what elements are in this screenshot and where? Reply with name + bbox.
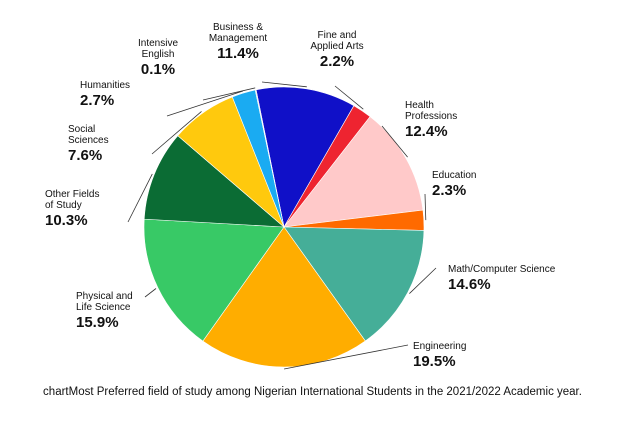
- slice-label-value: 15.9%: [76, 314, 119, 331]
- slice-label-name: Humanities: [80, 80, 130, 91]
- slice-label-name: Life Science: [76, 302, 131, 313]
- slice-label-value: 12.4%: [405, 123, 448, 140]
- slice-label-name: Math/Computer Science: [448, 264, 556, 275]
- slice-label-value: 7.6%: [68, 147, 102, 164]
- slice-label-name: Management: [209, 33, 268, 44]
- leader-line: [127, 173, 153, 223]
- leader-line: [166, 90, 244, 117]
- slice-label-name: Professions: [405, 111, 457, 122]
- pie-slice: [283, 226, 425, 342]
- slice-label-name: Other Fields: [45, 189, 99, 200]
- leader-line: [261, 81, 307, 88]
- slice-label-name: Business &: [213, 22, 263, 33]
- slice-label-name: of Study: [45, 200, 82, 211]
- pie-slice: [143, 218, 285, 342]
- slice-label-value: 14.6%: [448, 276, 491, 293]
- slice-label-value: 0.1%: [141, 61, 175, 78]
- leader-line: [334, 85, 364, 110]
- slice-label-name: Health: [405, 100, 434, 111]
- pie-slice: [202, 226, 366, 368]
- leader-line: [381, 125, 408, 158]
- slice-label-name: Applied Arts: [310, 41, 363, 52]
- slice-label-value: 2.7%: [80, 92, 114, 109]
- slice-label-name: Fine and: [318, 30, 357, 41]
- leader-lines: [127, 81, 437, 370]
- slice-label-name: Engineering: [413, 341, 466, 352]
- slice-label-value: 2.3%: [432, 182, 466, 199]
- pie-slice: [254, 89, 285, 228]
- pie-slice: [255, 86, 355, 228]
- slice-label-value: 10.3%: [45, 212, 88, 229]
- slice-label-name: Social: [68, 124, 95, 135]
- slice-label-name: Physical and: [76, 291, 133, 302]
- slice-label-name: Education: [432, 170, 476, 181]
- pie-slices: [143, 86, 425, 368]
- pie-slice: [143, 135, 285, 228]
- leader-line: [424, 193, 427, 221]
- chart-caption: chartMost Preferred field of study among…: [43, 386, 582, 398]
- leader-line: [202, 87, 256, 101]
- leader-line: [144, 288, 157, 298]
- slice-label-name: Sciences: [68, 135, 109, 146]
- slice-label-name: Intensive: [138, 38, 178, 49]
- slice-label-name: English: [142, 49, 175, 60]
- slice-label-value: 11.4%: [217, 45, 259, 62]
- slice-label-value: 2.2%: [320, 53, 354, 70]
- pie-slice: [283, 116, 424, 228]
- slice-label-value: 19.5%: [413, 353, 456, 370]
- leader-line: [151, 111, 202, 155]
- leader-line: [284, 344, 409, 370]
- leader-line: [409, 267, 437, 294]
